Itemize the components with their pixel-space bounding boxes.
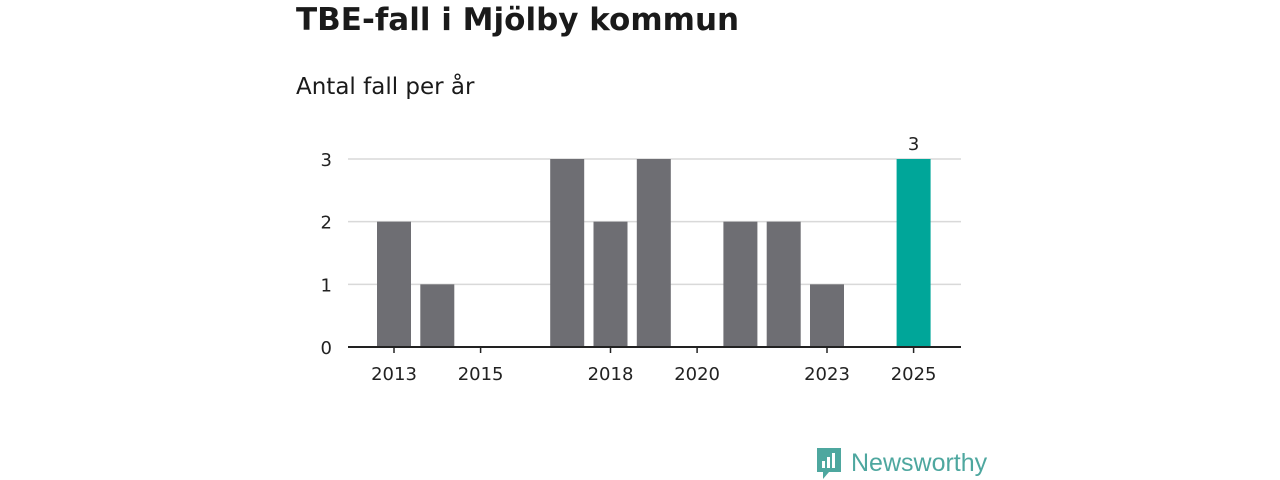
chart-icon <box>817 448 841 479</box>
brand-name: Newsworthy <box>851 448 988 477</box>
bar-2018 <box>593 221 628 347</box>
y-tick-label: 0 <box>321 338 332 359</box>
x-tick-label: 2023 <box>804 364 850 385</box>
bar-2019 <box>636 159 671 347</box>
bar-2014 <box>420 284 455 347</box>
chart-title: TBE-fall i Mjölby kommun <box>296 2 740 38</box>
newsworthy-logo: Newsworthy <box>815 446 987 480</box>
bar-2017 <box>550 159 585 347</box>
y-tick-label: 1 <box>321 275 332 296</box>
bar-2021 <box>723 221 758 347</box>
x-tick-label: 2018 <box>588 364 634 385</box>
x-tick-label: 2015 <box>458 364 504 385</box>
y-tick-label: 3 <box>321 150 332 171</box>
y-tick-label: 2 <box>321 213 332 234</box>
bar-2013 <box>377 221 411 347</box>
bar-2025 <box>896 159 931 347</box>
data-label: 3 <box>908 134 919 155</box>
bar-2022 <box>766 221 801 347</box>
x-tick-label: 2025 <box>891 364 937 385</box>
bar-2023 <box>810 284 844 347</box>
x-tick-label: 2020 <box>674 364 720 385</box>
chart-subtitle: Antal fall per år <box>296 74 475 100</box>
x-tick-label: 2013 <box>371 364 417 385</box>
